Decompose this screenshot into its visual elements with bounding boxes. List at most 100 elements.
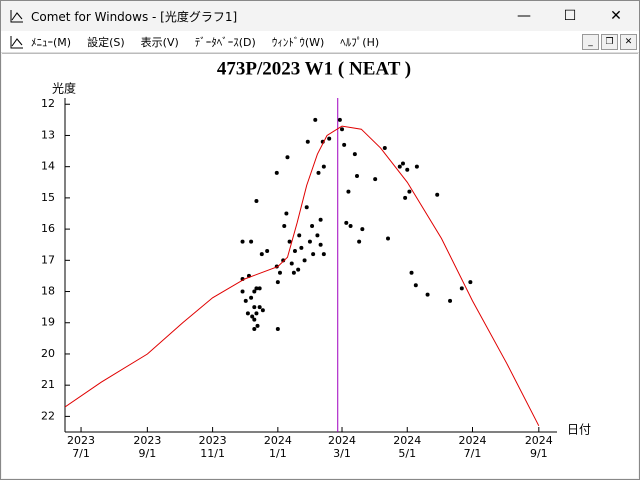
x-tick-label: 2024 5/1	[393, 434, 421, 460]
observation	[285, 155, 290, 160]
x-tick-label: 2023 11/1	[199, 434, 227, 460]
observation	[281, 258, 286, 263]
app-icon	[10, 10, 23, 23]
menu-item[interactable]: ｳｨﾝﾄﾞｳ(W)	[271, 35, 325, 49]
y-tick-label: 20	[41, 347, 55, 360]
observation	[311, 252, 316, 257]
observation	[342, 142, 347, 147]
y-tick-label: 21	[41, 378, 55, 391]
observation	[275, 326, 280, 331]
menu-item[interactable]: ﾍﾙﾌﾟ(H)	[340, 35, 380, 49]
observation	[321, 164, 326, 169]
observation	[275, 280, 280, 285]
mdi-minimize[interactable]: _	[582, 34, 599, 50]
observation	[327, 136, 332, 141]
observation	[245, 311, 250, 316]
observation	[459, 286, 464, 291]
x-axis-label: 日付	[567, 423, 591, 437]
observation	[291, 270, 296, 275]
observation	[318, 242, 323, 247]
x-tick-label: 2023 7/1	[67, 434, 95, 460]
y-tick-label: 12	[41, 97, 55, 110]
y-tick-label: 17	[41, 253, 55, 266]
observation	[360, 227, 365, 232]
observation	[297, 233, 302, 238]
observation	[243, 298, 248, 303]
observation	[254, 286, 259, 291]
y-tick-label: 18	[41, 285, 55, 298]
observation	[252, 326, 257, 331]
observation	[397, 164, 402, 169]
observation	[340, 127, 345, 132]
observation	[305, 139, 310, 144]
chart: 473P/2023 W1 ( NEAT ) 光度 日付 12 13 14 15 16 17…	[2, 53, 638, 478]
y-tick-label: 14	[41, 160, 55, 173]
observation	[337, 117, 342, 122]
observation	[407, 189, 412, 194]
mdi-close[interactable]: ✕	[620, 34, 637, 50]
observation	[316, 170, 321, 175]
observation	[304, 205, 309, 210]
observation	[403, 195, 408, 200]
observation	[284, 211, 289, 216]
observation	[318, 217, 323, 222]
x-tick-label: 2024 7/1	[459, 434, 487, 460]
maximize-button[interactable]: ☐	[563, 8, 577, 24]
observation	[307, 239, 312, 244]
observation	[250, 314, 255, 319]
observation	[292, 248, 297, 253]
observation	[254, 311, 259, 316]
title-bar: Comet for Windows - [光度グラフ1] — ☐ ✕	[1, 1, 639, 31]
minimize-button[interactable]: —	[517, 8, 531, 24]
observation	[313, 117, 318, 122]
observation	[289, 261, 294, 266]
y-axis-label: 光度	[52, 81, 76, 96]
child-icon[interactable]	[9, 34, 25, 50]
observation	[260, 308, 265, 313]
menu-item[interactable]: ﾒﾆｭｰ(M)	[31, 35, 72, 49]
observation	[315, 233, 320, 238]
observation	[348, 223, 353, 228]
observation	[352, 152, 357, 157]
observation	[357, 239, 362, 244]
observation	[259, 252, 264, 257]
observation	[382, 145, 387, 150]
menu-item[interactable]: ﾃﾞｰﾀﾍﾞｰｽ(D)	[194, 35, 256, 49]
mdi-restore[interactable]: ❐	[601, 34, 618, 50]
observation	[310, 223, 315, 228]
observation	[287, 239, 292, 244]
observation	[373, 177, 378, 182]
menu-bar: ﾒﾆｭｰ(M) 設定(S) 表示(V) ﾃﾞｰﾀﾍﾞｰｽ(D) ｳｨﾝﾄﾞｳ(W…	[1, 31, 639, 53]
observation	[400, 161, 405, 166]
y-tick-label: 22	[41, 409, 55, 422]
observation	[254, 199, 259, 204]
observation	[354, 174, 359, 179]
x-tick-label: 2023 9/1	[133, 434, 161, 460]
x-tick-label: 2024 9/1	[525, 434, 553, 460]
observation	[405, 167, 410, 172]
y-tick-label: 16	[41, 222, 55, 235]
model-curve	[65, 125, 540, 427]
observation	[282, 223, 287, 228]
observation	[468, 280, 473, 285]
observation	[257, 286, 262, 291]
menu-item[interactable]: 設定(S)	[87, 35, 125, 49]
y-tick-label: 19	[41, 316, 55, 329]
observation	[425, 292, 430, 297]
observation	[296, 267, 301, 272]
observation	[448, 298, 453, 303]
observation	[414, 164, 419, 169]
observation	[344, 220, 349, 225]
observation	[252, 305, 257, 310]
close-button[interactable]: ✕	[610, 8, 622, 24]
observation	[252, 289, 257, 294]
y-tick-label: 13	[41, 128, 55, 141]
menu-item[interactable]: 表示(V)	[140, 35, 179, 49]
observation	[277, 270, 282, 275]
observation	[265, 248, 270, 253]
mdi-buttons: _ ❐ ✕	[582, 34, 637, 50]
observation	[252, 317, 257, 322]
observation	[409, 270, 414, 275]
observation	[274, 170, 279, 175]
observation	[249, 239, 254, 244]
